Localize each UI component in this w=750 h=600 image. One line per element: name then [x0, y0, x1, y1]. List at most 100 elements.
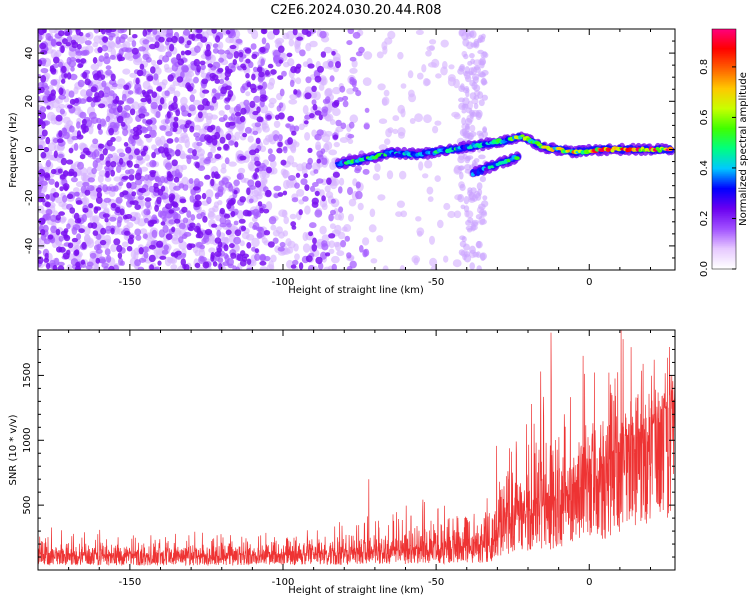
noise-blob — [479, 57, 486, 66]
noise-blob — [82, 172, 88, 182]
noise-blob — [287, 115, 295, 122]
noise-blob — [45, 159, 52, 168]
noise-blob — [71, 41, 79, 49]
noise-blob — [376, 51, 384, 59]
noise-blob — [58, 30, 65, 37]
noise-blob — [101, 80, 107, 88]
noise-blob — [468, 197, 476, 203]
noise-blob — [226, 52, 234, 60]
noise-blob — [234, 141, 239, 148]
noise-blob — [461, 108, 467, 114]
noise-blob — [75, 58, 81, 63]
noise-blob — [153, 266, 161, 270]
noise-blob — [186, 156, 192, 165]
noise-blob — [98, 143, 105, 149]
noise-blob — [238, 167, 246, 174]
noise-blob — [374, 163, 381, 173]
noise-blob — [165, 233, 173, 240]
noise-blob — [315, 178, 324, 184]
noise-blob — [337, 97, 344, 102]
y-tick-label: 0 — [24, 146, 35, 152]
noise-blob — [84, 189, 91, 196]
noise-blob — [202, 261, 210, 269]
noise-blob — [305, 76, 312, 84]
noise-blob — [397, 51, 404, 60]
noise-blob — [178, 36, 185, 44]
noise-blob — [180, 258, 186, 266]
noise-blob — [277, 141, 283, 148]
noise-blob — [142, 145, 149, 152]
y-tick-label: 500 — [22, 496, 33, 515]
noise-blob — [303, 173, 309, 179]
noise-blob — [434, 120, 442, 126]
noise-blob — [89, 252, 97, 259]
noise-blob — [453, 78, 460, 89]
noise-blob — [129, 181, 137, 190]
noise-blob — [85, 89, 93, 97]
noise-blob — [60, 157, 67, 166]
noise-blob — [315, 256, 323, 265]
noise-blob — [204, 49, 212, 57]
noise-blob — [93, 29, 100, 34]
noise-blob — [249, 149, 257, 156]
noise-blob — [123, 84, 130, 90]
noise-blob — [176, 76, 184, 83]
noise-blob — [429, 39, 437, 45]
noise-blob — [75, 48, 81, 54]
noise-blob — [161, 185, 166, 192]
noise-blob — [206, 43, 211, 52]
noise-blob — [239, 155, 247, 161]
noise-blob — [170, 264, 178, 270]
noise-blob — [304, 92, 312, 100]
noise-blob — [87, 185, 95, 192]
noise-blob — [240, 85, 246, 94]
noise-blob — [175, 250, 182, 256]
noise-blob — [180, 96, 188, 106]
noise-blob — [325, 191, 334, 199]
noise-blob — [233, 190, 238, 195]
noise-blob — [278, 134, 283, 142]
noise-blob — [180, 105, 186, 113]
x-tick-label: 0 — [586, 577, 592, 588]
noise-blob — [252, 130, 259, 136]
noise-blob — [249, 83, 257, 91]
noise-blob — [246, 258, 252, 265]
noise-blob — [218, 180, 225, 187]
noise-blob — [174, 218, 181, 224]
noise-blob — [95, 257, 101, 264]
noise-blob — [312, 182, 319, 187]
noise-blob — [462, 253, 467, 261]
noise-blob — [81, 214, 88, 223]
noise-blob — [258, 71, 265, 78]
noise-blob — [218, 78, 225, 85]
noise-blob — [38, 175, 45, 183]
noise-blob — [254, 160, 261, 167]
noise-blob — [208, 207, 216, 213]
noise-blob — [283, 216, 290, 225]
noise-blob — [267, 148, 273, 155]
noise-blob — [323, 266, 331, 270]
noise-blob — [169, 43, 175, 52]
noise-blob — [163, 244, 169, 251]
noise-blob — [56, 138, 64, 143]
noise-blob — [321, 240, 328, 247]
noise-blob — [220, 86, 228, 95]
noise-blob — [256, 66, 263, 73]
noise-blob — [363, 248, 370, 257]
noise-blob — [139, 228, 148, 235]
noise-blob — [204, 228, 213, 236]
noise-blob — [252, 225, 258, 230]
noise-blob — [123, 142, 129, 147]
noise-blob — [254, 248, 259, 254]
noise-blob — [83, 226, 91, 236]
noise-blob — [126, 245, 133, 252]
noise-blob — [144, 154, 150, 162]
noise-blob — [62, 252, 70, 260]
noise-blob — [187, 112, 192, 118]
noise-blob — [432, 125, 439, 134]
noise-blob — [225, 121, 231, 128]
noise-blob — [156, 59, 163, 65]
noise-blob — [434, 175, 441, 183]
snr-y-label: SNR (10 * v/v) — [8, 414, 19, 485]
noise-blob — [469, 92, 477, 100]
